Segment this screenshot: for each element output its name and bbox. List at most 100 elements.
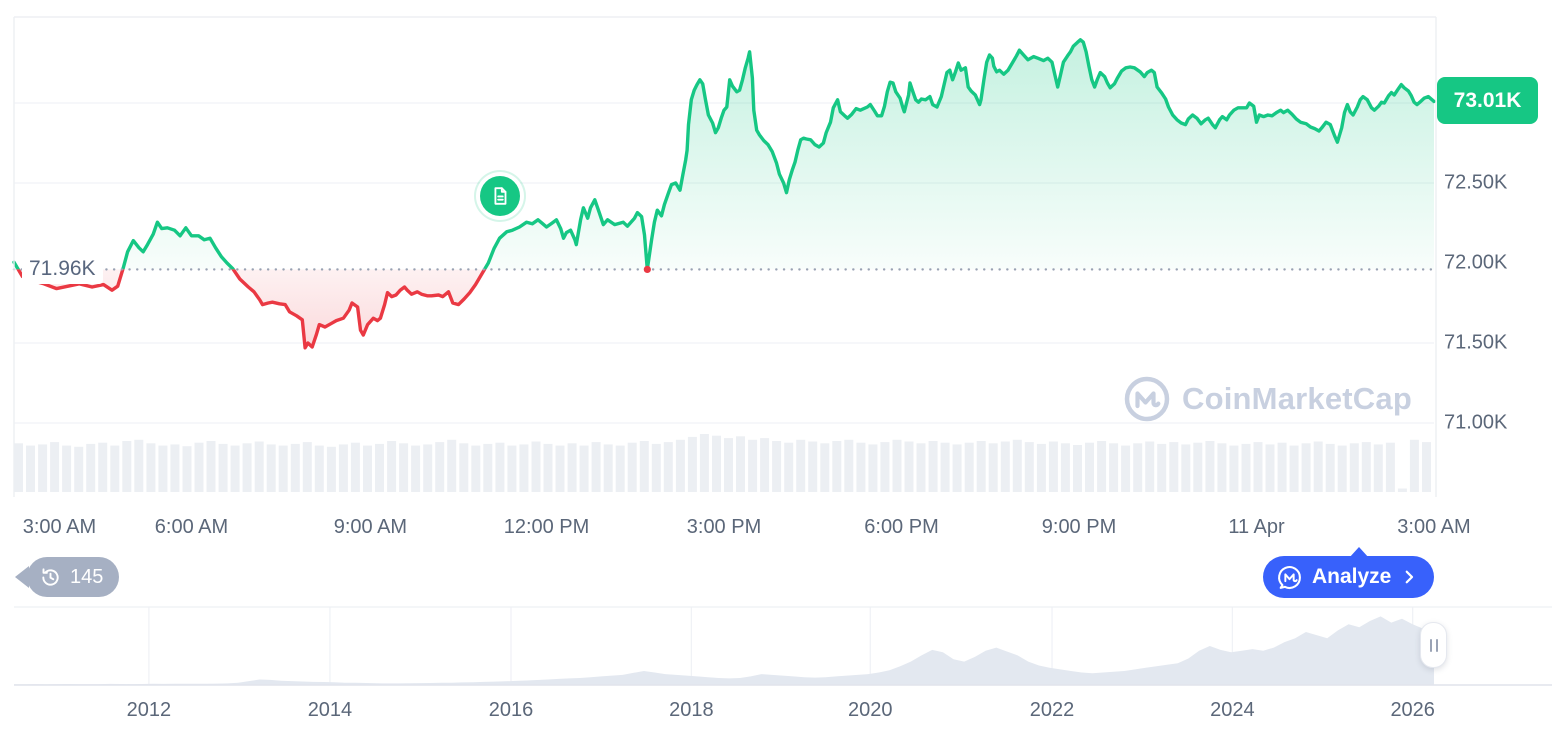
minimap-year-label: 2012	[126, 699, 172, 721]
volume-bar	[663, 442, 673, 492]
minimap-year-label: 2020	[848, 699, 893, 721]
x-axis-label: 9:00 AM	[333, 516, 408, 538]
volume-bar	[266, 444, 276, 492]
volume-bar	[603, 444, 613, 492]
volume-bar	[1313, 441, 1323, 492]
volume-bar	[206, 441, 216, 492]
volume-bar	[531, 441, 541, 492]
minimap-drag-handle[interactable]	[1420, 622, 1447, 668]
volume-bar	[892, 439, 902, 492]
volume-bar	[122, 441, 132, 492]
volume-bar	[471, 445, 481, 492]
y-axis: 72.50K 72.00K 71.50K 71.00K	[1444, 0, 1554, 500]
news-event-marker[interactable]	[479, 176, 520, 216]
volume-bar	[567, 443, 577, 492]
volume-bar	[1036, 443, 1046, 492]
volume-bar	[1169, 442, 1179, 492]
x-axis-label: 6:00 PM	[864, 516, 939, 538]
area-fill-above	[14, 39, 1434, 270]
minimap-year-label: 2026	[1390, 699, 1435, 721]
volume-bar	[639, 441, 649, 492]
volume-bar	[242, 443, 252, 492]
volume-bar	[880, 442, 890, 492]
history-clock-icon	[39, 566, 62, 589]
volume-bar	[844, 439, 854, 492]
volume-bar	[314, 445, 324, 492]
volume-bar	[832, 441, 842, 492]
minimap-area[interactable]	[14, 616, 1434, 685]
volume-bar	[988, 443, 998, 492]
volume-bar	[507, 445, 517, 492]
volume-bar	[411, 445, 421, 492]
volume-bar	[290, 443, 300, 492]
volume-bar	[1012, 439, 1022, 492]
volume-bar	[363, 445, 372, 492]
volume-bar	[134, 439, 144, 492]
volume-bar	[1000, 441, 1010, 492]
volume-bar	[1073, 445, 1082, 492]
price-line-below	[16, 269, 650, 350]
chevron-right-icon	[1400, 568, 1418, 586]
y-axis-label: 71.50K	[1444, 331, 1508, 354]
volume-bar	[940, 442, 950, 492]
volume-bar	[1109, 443, 1119, 492]
analyze-label: Analyze	[1312, 565, 1392, 588]
volume-bar	[1373, 444, 1383, 492]
volume-bar	[459, 443, 469, 492]
volume-bar	[1277, 442, 1287, 492]
volume-bar	[579, 445, 589, 492]
volume-bar	[916, 443, 926, 492]
volume-bar	[1060, 443, 1070, 492]
volume-bar	[808, 441, 818, 492]
volume-bar	[254, 441, 264, 492]
analyze-button[interactable]: Analyze	[1263, 547, 1435, 598]
volume-bar	[1205, 441, 1215, 492]
volume-bar	[1253, 442, 1263, 492]
volume-bar	[483, 443, 493, 492]
volume-bar	[699, 434, 709, 492]
volume-bar	[218, 443, 228, 492]
volume-bar	[447, 439, 457, 492]
minimap-year-label: 2016	[488, 699, 534, 721]
volume-bar	[904, 441, 914, 492]
volume-bar	[278, 445, 288, 492]
volume-bar	[230, 445, 240, 492]
volume-bar	[302, 442, 312, 492]
volume-bar	[194, 442, 204, 492]
volume-bar	[74, 446, 84, 492]
x-axis-label: 11 Apr	[1228, 516, 1285, 538]
volume-bar	[1397, 488, 1407, 492]
x-axis-label: 12:00 PM	[503, 516, 590, 538]
volume-bar	[651, 443, 661, 492]
volume-bar	[519, 444, 529, 492]
baseline-price-label: 71.96K	[22, 254, 103, 285]
volume-bar	[1024, 442, 1034, 492]
area-fill-below	[14, 269, 1434, 348]
volume-bar	[1289, 445, 1299, 492]
minimap-year-label: 2018	[669, 699, 714, 721]
volume-bar	[375, 443, 384, 492]
minimap-year-label: 2024	[1210, 699, 1255, 721]
volume-bar	[976, 441, 986, 492]
history-count: 145	[70, 565, 104, 588]
volume-bar	[338, 444, 348, 492]
baseline-touch-dot	[643, 265, 651, 273]
volume-bar	[435, 442, 445, 492]
volume-bar	[736, 436, 745, 492]
history-count-badge[interactable]: 145	[27, 557, 120, 597]
volume-bar	[856, 442, 866, 492]
volume-bar	[1121, 445, 1131, 492]
current-price-badge: 73.01K	[1437, 77, 1538, 125]
volume-bar	[1085, 442, 1094, 492]
x-axis-label: 9:00 PM	[1041, 516, 1117, 538]
volume-bar	[62, 445, 72, 492]
volume-bar	[38, 444, 48, 492]
volume-bar	[423, 444, 433, 492]
volume-bar	[1325, 443, 1335, 492]
volume-bar	[170, 444, 180, 492]
volume-bar	[110, 445, 120, 492]
x-axis-label: 3:00 AM	[1397, 516, 1471, 538]
volume-bar	[326, 446, 336, 492]
